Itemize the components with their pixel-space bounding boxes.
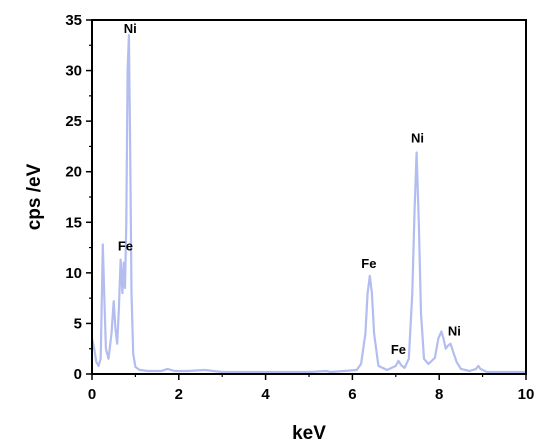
- y-tick-label: 35: [65, 12, 82, 29]
- peak-label: Fe: [118, 239, 133, 254]
- y-tick-label: 0: [74, 366, 82, 383]
- peak-label: Ni: [124, 21, 137, 36]
- x-tick-label: 0: [88, 386, 96, 403]
- y-tick-label: 20: [65, 164, 82, 181]
- series-layer: [90, 34, 526, 374]
- x-tick-label: 2: [175, 386, 183, 403]
- y-tick-label: 15: [65, 214, 82, 231]
- y-axis-ticks: 0 5 10 15 20 25 30 35: [65, 12, 92, 383]
- x-tick-label: 4: [261, 386, 270, 403]
- peak-label: Fe: [361, 256, 376, 271]
- peak-label-layer: Ni Fe Fe Fe Ni Ni: [118, 21, 461, 357]
- x-axis-title: keV: [292, 423, 326, 444]
- peak-label: Ni: [411, 130, 424, 145]
- y-tick-label: 5: [74, 315, 82, 332]
- y-tick-label: 30: [65, 63, 82, 80]
- y-axis-title: cps /eV: [24, 163, 45, 230]
- peak-label: Ni: [448, 324, 461, 339]
- x-axis-ticks: 0 2 4 6 8 10: [88, 374, 535, 403]
- x-tick-label: 8: [435, 386, 443, 403]
- x-tick-label: 10: [518, 386, 535, 403]
- peak-label: Fe: [391, 342, 406, 357]
- x-tick-label: 6: [348, 386, 356, 403]
- y-tick-label: 25: [65, 113, 82, 130]
- spectrum-line-0: [90, 34, 526, 374]
- y-tick-label: 10: [65, 265, 82, 282]
